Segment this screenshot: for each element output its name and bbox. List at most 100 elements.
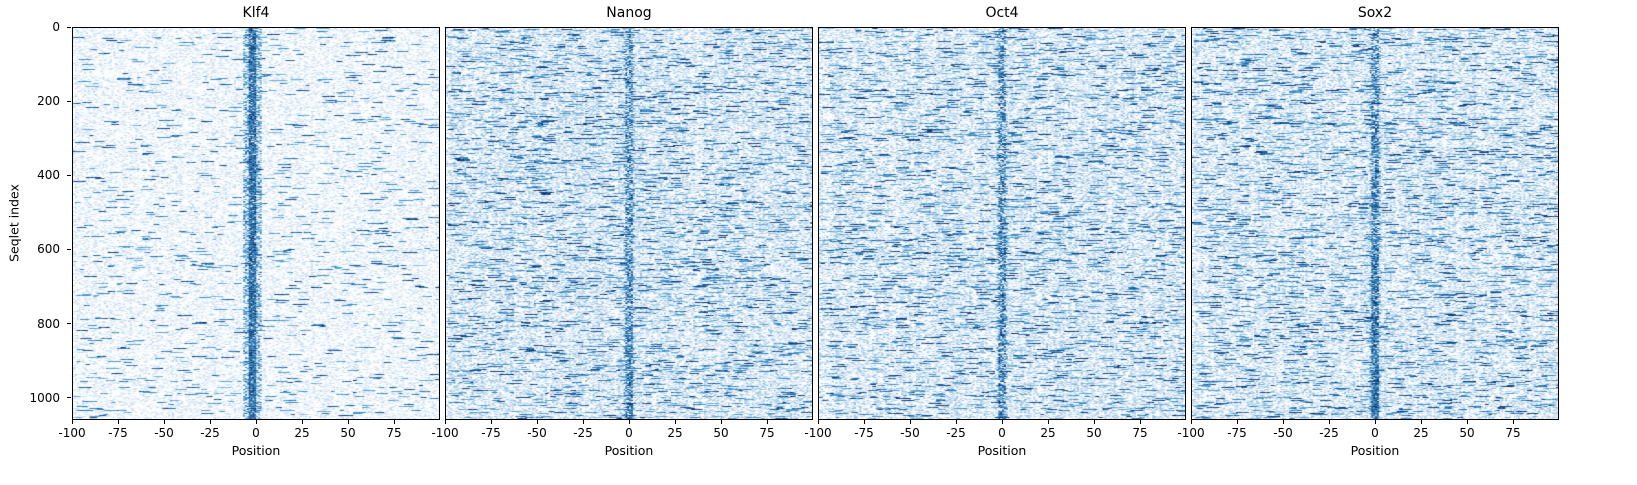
x-axis-ticks: -100 -75 -50 -25 0 25 50 75	[58, 420, 440, 442]
y-tick-label: 600	[37, 242, 60, 257]
x-axis-label: Position	[604, 443, 654, 458]
x-tick-label: 25	[1413, 426, 1429, 440]
y-tick-mark	[67, 248, 71, 250]
x-tick-mark	[1093, 420, 1095, 424]
y-tick-mark	[67, 174, 71, 176]
x-tick-mark	[955, 420, 957, 424]
x-tick-label: 75	[1505, 426, 1521, 440]
x-tick-mark	[209, 420, 211, 424]
x-tick-mark	[1466, 420, 1468, 424]
panel-title: Sox2	[1357, 5, 1393, 21]
x-tick-mark	[347, 420, 349, 424]
x-tick-mark	[255, 420, 257, 424]
y-axis-ticks: 0 200 400 600 800 1000	[0, 20, 72, 420]
y-tick-mark	[67, 323, 71, 325]
x-tick-mark	[628, 420, 630, 424]
x-tick-label: 25	[294, 426, 310, 440]
heatmap-canvas	[446, 28, 812, 419]
panel-title: Klf4	[242, 5, 270, 21]
x-tick-label: 25	[1040, 426, 1056, 440]
y-tick-mark	[67, 100, 71, 102]
x-tick-mark	[301, 420, 303, 424]
x-axis-ticks: -100 -75 -50 -25 0 25 50 75	[1177, 420, 1559, 442]
x-tick-label: 0	[252, 426, 260, 440]
x-tick-label: -50	[154, 426, 174, 440]
x-tick-mark	[1282, 420, 1284, 424]
x-tick-label: -25	[573, 426, 593, 440]
x-tick-mark	[1190, 420, 1192, 424]
x-tick-label: -75	[854, 426, 874, 440]
x-tick-mark	[909, 420, 911, 424]
x-tick-label: -75	[481, 426, 501, 440]
y-tick-label: 400	[37, 168, 60, 183]
x-tick-label: -100	[804, 426, 832, 440]
x-tick-label: 50	[713, 426, 729, 440]
x-tick-label: -50	[1273, 426, 1293, 440]
heatmap-plot-area	[818, 27, 1186, 420]
x-tick-mark	[1420, 420, 1422, 424]
x-tick-mark	[863, 420, 865, 424]
x-tick-label: -100	[58, 426, 86, 440]
x-axis-ticks: -100 -75 -50 -25 0 25 50 75	[804, 420, 1186, 442]
x-tick-label: 50	[1086, 426, 1102, 440]
panel-title: Nanog	[606, 5, 652, 21]
y-tick-mark	[67, 26, 71, 28]
x-tick-mark	[582, 420, 584, 424]
x-tick-mark	[163, 420, 165, 424]
panels: Klf4 -100 -75 -50 -25 0 25 50 75 Position Nanog…	[58, 0, 1559, 458]
x-tick-mark	[720, 420, 722, 424]
x-tick-label: 50	[340, 426, 356, 440]
x-tick-mark	[444, 420, 446, 424]
heatmap-canvas	[819, 28, 1185, 419]
panel-title: Oct4	[985, 5, 1019, 21]
x-tick-mark	[1139, 420, 1141, 424]
x-tick-label: 75	[759, 426, 775, 440]
x-tick-label: 75	[1132, 426, 1148, 440]
x-tick-label: -100	[431, 426, 459, 440]
y-tick-mark	[67, 397, 71, 399]
x-tick-mark	[1512, 420, 1514, 424]
x-axis-ticks: -100 -75 -50 -25 0 25 50 75	[431, 420, 813, 442]
heatmap-plot-area	[445, 27, 813, 420]
x-tick-label: 0	[1371, 426, 1379, 440]
x-tick-label: -50	[900, 426, 920, 440]
heatmap-plot-area	[1191, 27, 1559, 420]
y-tick-label: 1000	[29, 390, 60, 405]
x-tick-label: -25	[946, 426, 966, 440]
x-tick-label: 25	[667, 426, 683, 440]
x-tick-label: -100	[1177, 426, 1205, 440]
x-axis-label: Position	[231, 443, 281, 458]
y-tick-label: 800	[37, 316, 60, 331]
x-tick-mark	[71, 420, 73, 424]
x-tick-label: -25	[1319, 426, 1339, 440]
heatmap-plot-area	[72, 27, 440, 420]
heatmap-panel: Sox2 -100 -75 -50 -25 0 25 50 75 Position	[1177, 0, 1559, 458]
x-tick-label: 50	[1459, 426, 1475, 440]
x-tick-mark	[1001, 420, 1003, 424]
x-tick-mark	[536, 420, 538, 424]
x-tick-mark	[674, 420, 676, 424]
heatmap-panel: Nanog -100 -75 -50 -25 0 25 50 75 Position	[431, 0, 813, 458]
heatmap-canvas	[73, 28, 439, 419]
x-tick-label: 0	[625, 426, 633, 440]
x-axis-label: Position	[977, 443, 1027, 458]
x-tick-mark	[1236, 420, 1238, 424]
x-tick-mark	[1374, 420, 1376, 424]
x-tick-label: -75	[108, 426, 128, 440]
y-tick-label: 0	[52, 20, 60, 34]
x-tick-label: 0	[998, 426, 1006, 440]
x-tick-mark	[1047, 420, 1049, 424]
heatmap-panel: Klf4 -100 -75 -50 -25 0 25 50 75 Position	[58, 0, 440, 458]
x-tick-label: -25	[200, 426, 220, 440]
x-tick-mark	[393, 420, 395, 424]
x-tick-label: 75	[386, 426, 402, 440]
x-tick-mark	[1328, 420, 1330, 424]
y-tick-label: 200	[37, 94, 60, 109]
x-tick-mark	[766, 420, 768, 424]
heatmap-panel: Oct4 -100 -75 -50 -25 0 25 50 75 Position	[804, 0, 1186, 458]
x-tick-label: -75	[1227, 426, 1247, 440]
heatmap-canvas	[1192, 28, 1558, 419]
x-tick-mark	[490, 420, 492, 424]
x-tick-label: -50	[527, 426, 547, 440]
